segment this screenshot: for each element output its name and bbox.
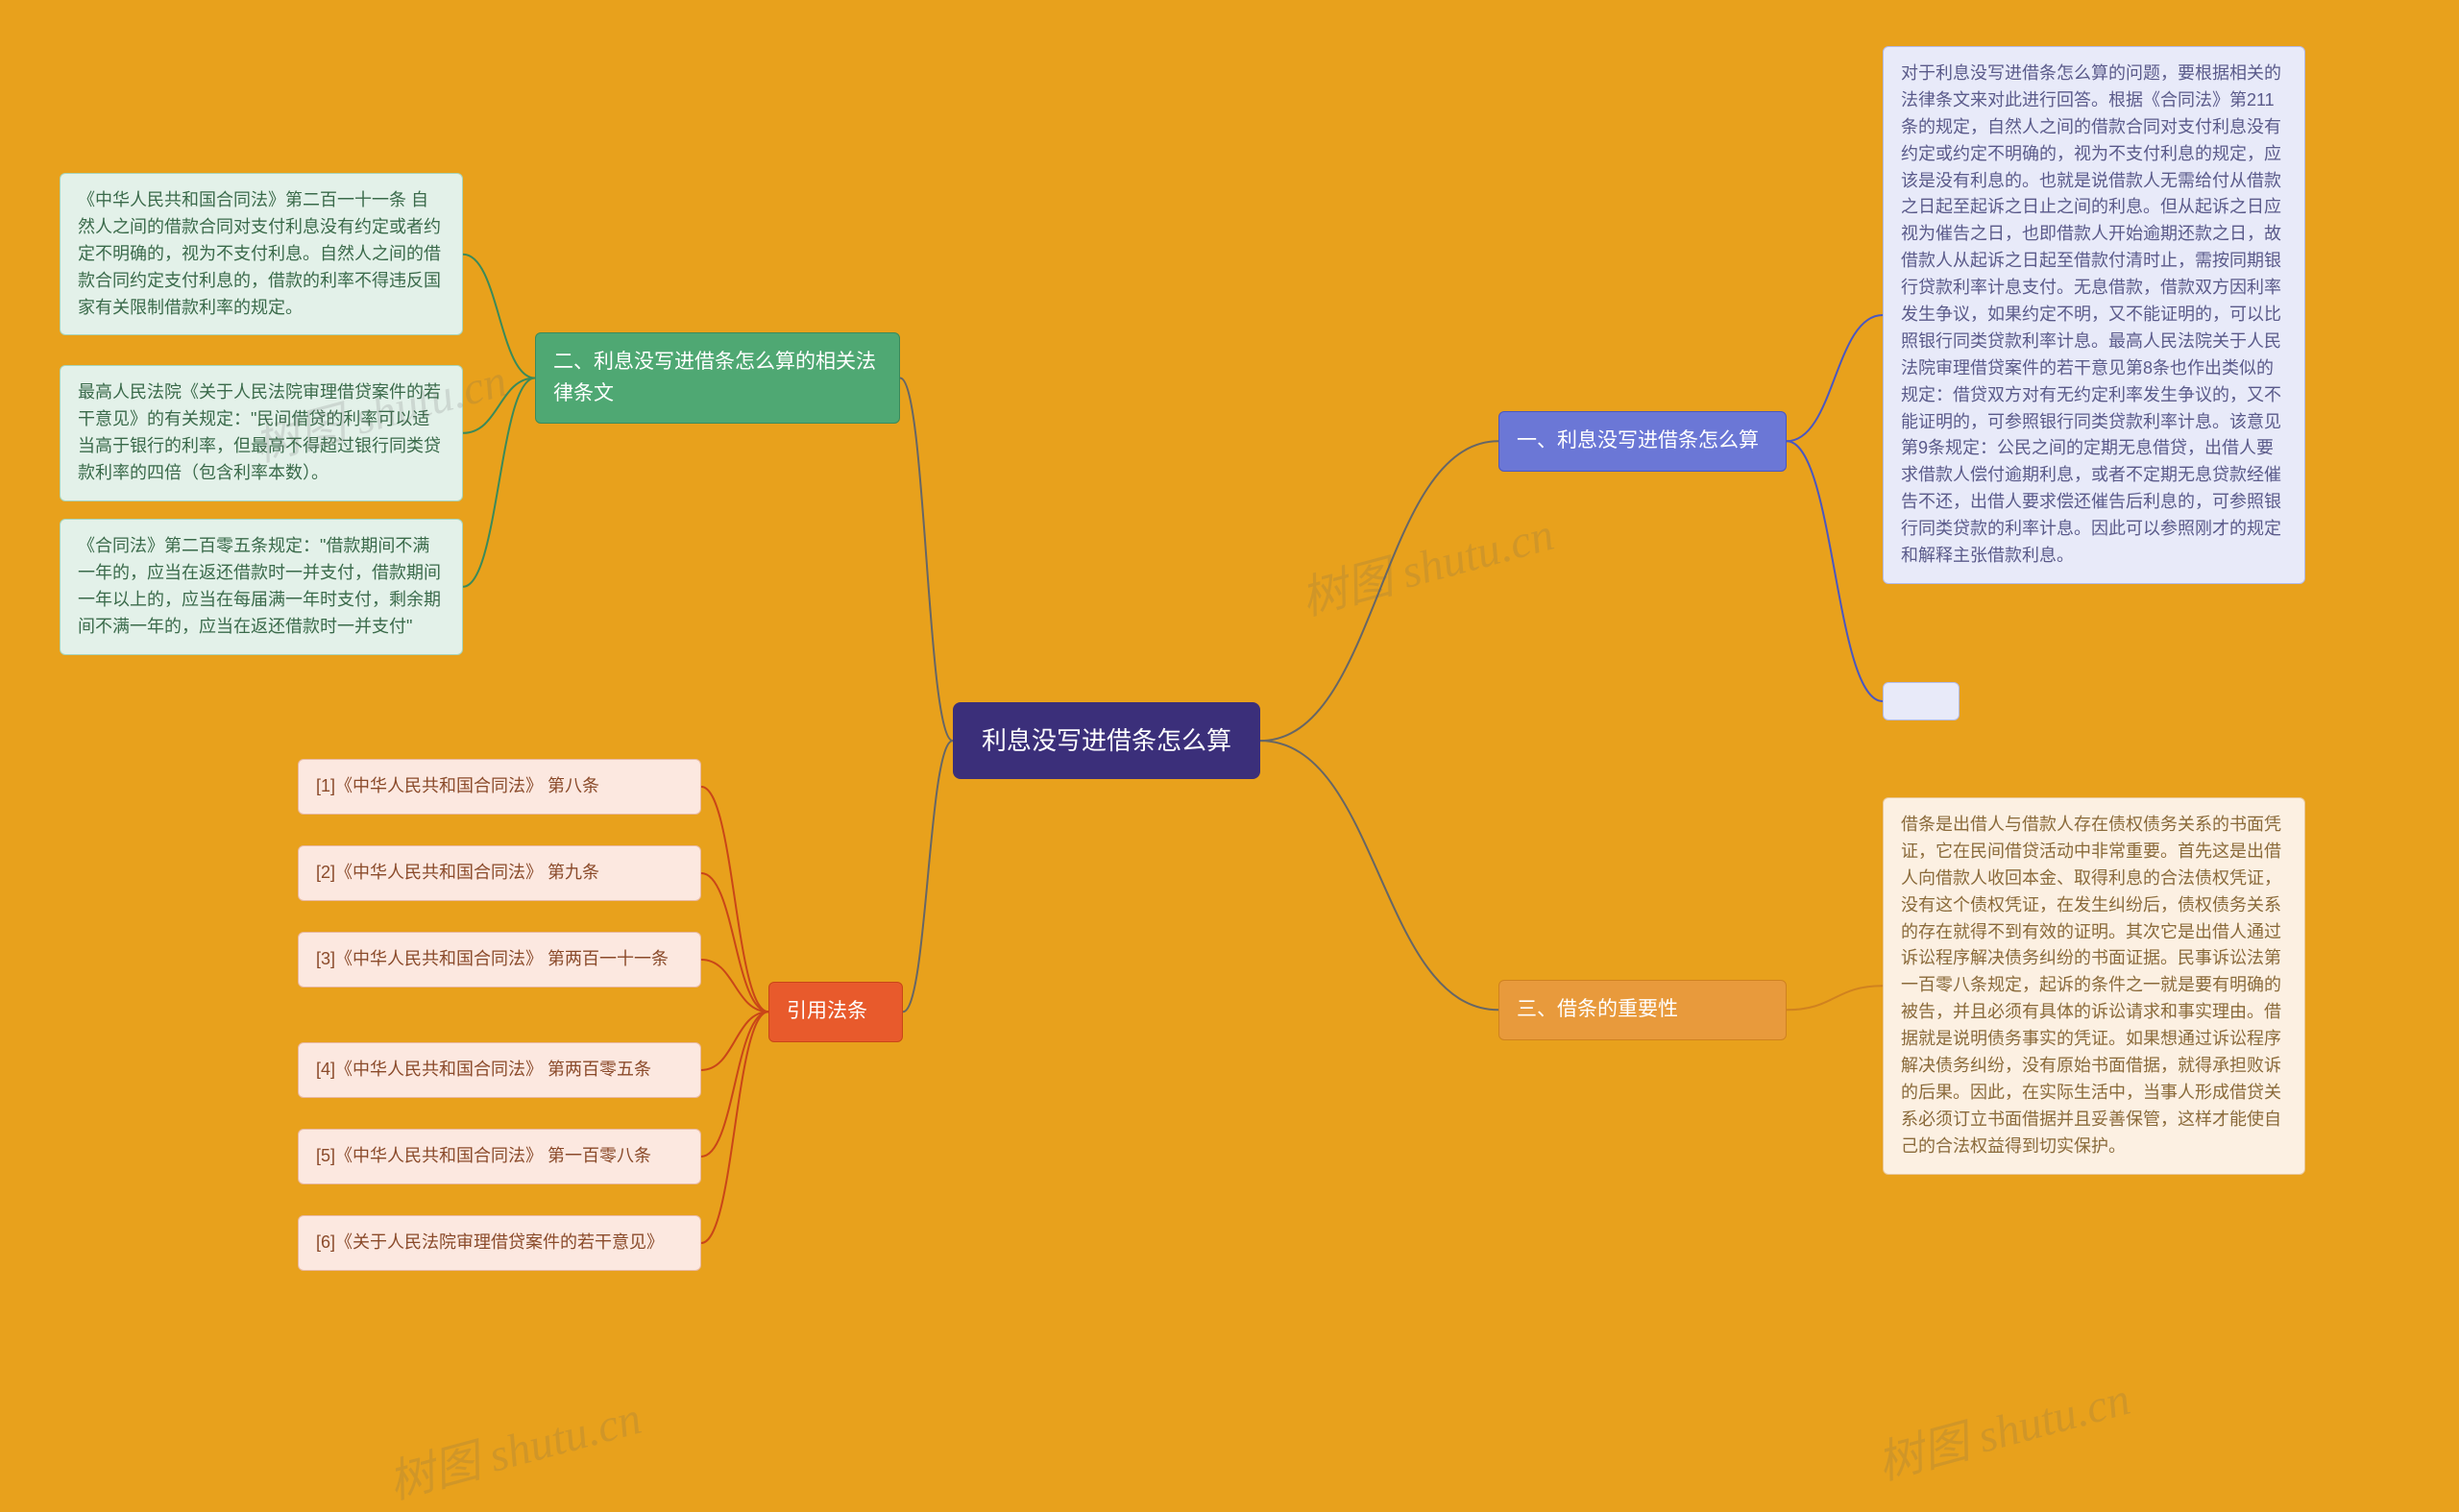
watermark: 树图 shutu.cn xyxy=(380,1379,647,1511)
n2[interactable]: 二、利息没写进借条怎么算的相关法律条文 xyxy=(535,332,900,424)
n4c[interactable]: [3]《中华人民共和国合同法》 第两百一十一条 xyxy=(298,932,701,988)
n4d[interactable]: [4]《中华人民共和国合同法》 第两百零五条 xyxy=(298,1042,701,1098)
root-node[interactable]: 利息没写进借条怎么算 xyxy=(953,702,1260,779)
n4b[interactable]: [2]《中华人民共和国合同法》 第九条 xyxy=(298,845,701,901)
n3[interactable]: 三、借条的重要性 xyxy=(1498,980,1787,1040)
n1a[interactable]: 对于利息没写进借条怎么算的问题，要根据相关的法律条文来对此进行回答。根据《合同法… xyxy=(1883,46,2305,584)
watermark: 树图 shutu.cn xyxy=(1293,496,1560,627)
n2c[interactable]: 《合同法》第二百零五条规定："借款期间不满一年的，应当在返还借款时一并支付，借款… xyxy=(60,519,463,655)
n2a[interactable]: 《中华人民共和国合同法》第二百一十一条 自然人之间的借款合同对支付利息没有约定或… xyxy=(60,173,463,335)
n2b[interactable]: 最高人民法院《关于人民法院审理借贷案件的若干意见》的有关规定："民间借贷的利率可… xyxy=(60,365,463,501)
n4f[interactable]: [6]《关于人民法院审理借贷案件的若干意见》 xyxy=(298,1215,701,1271)
n4a[interactable]: [1]《中华人民共和国合同法》 第八条 xyxy=(298,759,701,815)
watermark: 树图 shutu.cn xyxy=(1869,1360,2136,1492)
n1[interactable]: 一、利息没写进借条怎么算 xyxy=(1498,411,1787,472)
n1b[interactable] xyxy=(1883,682,1960,720)
n4[interactable]: 引用法条 xyxy=(768,982,903,1042)
n4e[interactable]: [5]《中华人民共和国合同法》 第一百零八条 xyxy=(298,1129,701,1184)
n3a[interactable]: 借条是出借人与借款人存在债权债务关系的书面凭证，它在民间借贷活动中非常重要。首先… xyxy=(1883,797,2305,1175)
